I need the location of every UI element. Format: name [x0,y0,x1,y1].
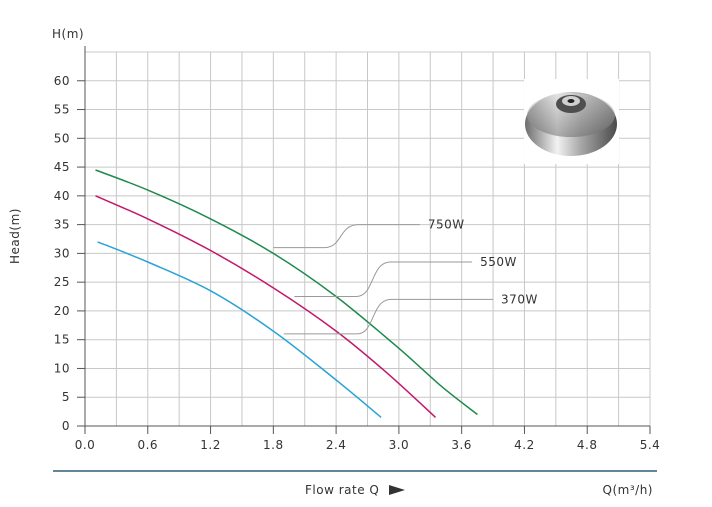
y-axis-label: Head(m) [8,208,22,264]
series-lines [95,169,478,418]
x-tick-label: 0.0 [75,438,96,452]
x-tick-label: 0.6 [137,438,158,452]
series-label-370w: 370W [501,292,538,306]
x-tick-label: 2.4 [326,438,347,452]
impeller-bore [567,99,575,103]
y-axis-top-label: H(m) [52,27,84,41]
annotations: 750W 550W 370W [273,218,538,335]
series-line-550w [95,195,437,418]
series-label-550w: 550W [480,255,517,269]
series-line-370w [97,241,382,418]
y-tick-label: 30 [54,246,70,260]
annotation-leader-line [273,224,420,249]
y-tick-label: 40 [54,189,70,203]
y-tick-label: 0 [62,419,70,433]
y-tick-label: 35 [54,218,70,232]
x-tick-label: 3.0 [389,438,410,452]
x-tick-label: 4.8 [577,438,598,452]
y-tick-label: 20 [54,304,70,318]
y-tick-label: 45 [54,160,70,174]
series-label-750w: 750W [428,218,465,232]
x-tick-label: 1.2 [200,438,221,452]
x-axis-unit-label: Q(m³/h) [603,483,653,497]
grid [84,51,651,427]
y-tick-label: 15 [54,333,70,347]
y-tick-label: 10 [54,361,70,375]
x-tick-label: 3.6 [451,438,472,452]
series-line-750w [95,169,478,416]
annotation-leader-line [283,298,494,335]
x-axis-label: Flow rate Q [305,483,379,497]
axes: 0 5 10 15 20 25 30 35 40 45 50 55 60 0.0 0.6 1.2 1.8 2.4 3… [54,46,661,452]
y-tick-label: 55 [54,103,70,117]
y-tick-label: 25 [54,275,70,289]
x-tick-label: 1.8 [263,438,284,452]
impeller-shroud [527,93,615,137]
annotation-leader-line [294,261,473,297]
x-tick-label: 4.2 [514,438,535,452]
labels: H(m) Head(m) Flow rate Q Q(m³/h) [8,27,657,497]
y-tick-label: 60 [54,74,70,88]
impeller-image [524,79,619,164]
arrow-right-icon [389,485,405,495]
x-tick-label: 5.4 [640,438,661,452]
y-tick-label: 50 [54,131,70,145]
y-tick-label: 5 [62,390,70,404]
